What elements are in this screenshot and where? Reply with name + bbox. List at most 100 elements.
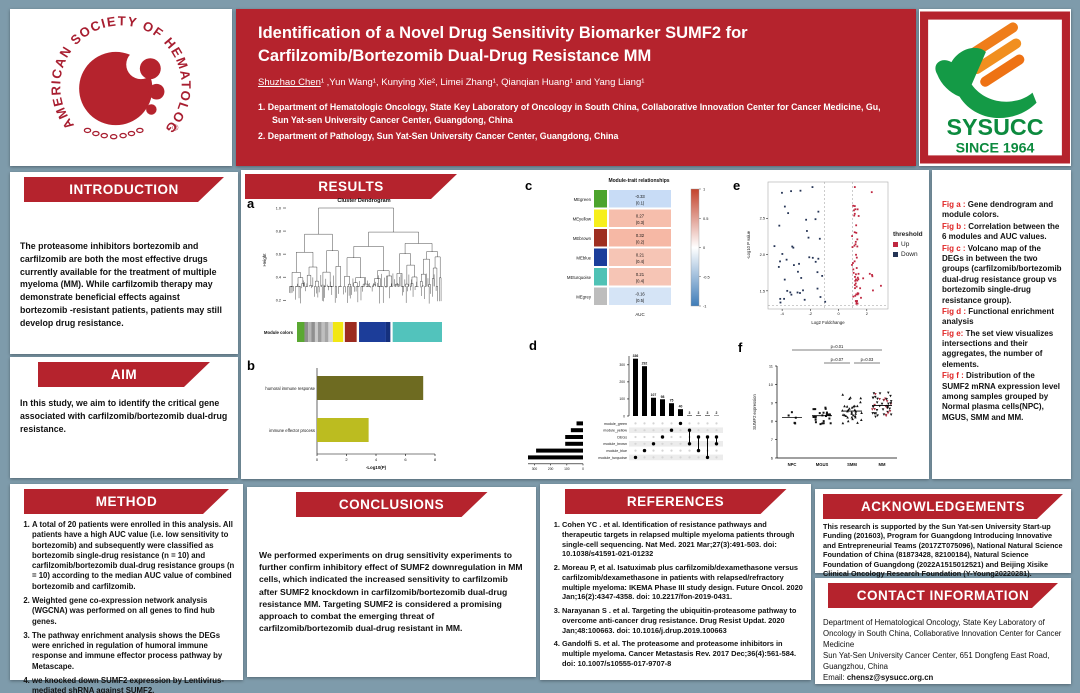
- matrix-dot-empty: [670, 435, 673, 439]
- sample-point: [873, 403, 876, 407]
- threshold-legend-title: threshold: [893, 231, 923, 238]
- contact-panel: CONTACT INFORMATION Department of Hemato…: [815, 578, 1071, 684]
- volcano-point: [796, 291, 799, 294]
- intersection-value: 98: [661, 395, 665, 399]
- sample-point: [874, 412, 878, 415]
- figure-legend-text: Functional enrichment analysis: [942, 306, 1055, 327]
- matrix-dot-empty: [634, 442, 637, 445]
- volcano-point: [852, 204, 855, 207]
- ash-chain: [83, 127, 144, 140]
- volcano-point: [824, 300, 827, 303]
- volcano-point: [799, 292, 801, 294]
- colorbar-tick: -0.5: [703, 274, 710, 279]
- matrix-dot: [714, 435, 719, 439]
- matrix-dot-empty: [688, 456, 691, 459]
- email-value: chensz@sysucc.org.cn: [846, 672, 934, 682]
- volcano-point: [800, 277, 803, 279]
- cell-pvalue: (0.1): [636, 200, 645, 205]
- volcano-ylabel: -Log10 P value: [746, 230, 751, 259]
- figure-legend-label: Fig d :: [942, 306, 969, 316]
- ytick: 7: [771, 437, 774, 442]
- sample-point: [872, 392, 876, 395]
- volcano-point: [777, 266, 780, 268]
- module-color-segment: [344, 322, 357, 342]
- volcano-point: [857, 278, 860, 281]
- volcano-point: [802, 289, 804, 292]
- sysucc-logo-panel: SYSUCC SINCE 1964: [919, 9, 1071, 166]
- ytick: 0.4: [276, 276, 281, 280]
- set-size-bar: [570, 428, 583, 433]
- method-title: METHOD: [24, 489, 229, 514]
- set-label: module_turquoise: [598, 456, 627, 460]
- volcano-xlabel: Log2 Foldchange: [811, 320, 845, 325]
- figure-a-dendrogram: Cluster Dendrogram Height 0.2 0.4 0.6 0.8 1.0 M…: [262, 198, 442, 342]
- intersection-bar: [678, 409, 683, 416]
- plot-frame: [767, 181, 889, 310]
- cell-value: 0.21: [636, 272, 645, 277]
- sample-point: [824, 406, 827, 409]
- sample-point: [848, 407, 851, 410]
- colorbar-tick: -1: [703, 304, 706, 309]
- title-band: Identification of a Novel Drug Sensitivi…: [236, 9, 916, 166]
- matrix-dot: [669, 428, 674, 432]
- volcano-point: [807, 236, 810, 239]
- figure-legend-item: Fig a : Gene dendrogram and module color…: [942, 200, 1063, 221]
- matrix-dot-empty: [643, 429, 646, 432]
- figure-legend-item: Fig e: The set view visualizes intersect…: [942, 329, 1063, 371]
- introduction-title: INTRODUCTION: [24, 177, 224, 202]
- figure-legends-list: Fig a : Gene dendrogram and module color…: [932, 170, 1071, 423]
- module-color-segment: [392, 322, 442, 342]
- row-label: MEturquoise: [567, 275, 592, 280]
- sample-point: [875, 409, 879, 412]
- module-swatch: [594, 209, 607, 227]
- sample-point: [859, 396, 863, 400]
- volcano-point: [789, 291, 792, 294]
- matrix-dot: [687, 428, 692, 432]
- volcano-point: [853, 209, 855, 212]
- ytick: 9: [771, 400, 774, 405]
- module-color-segment: [321, 322, 325, 342]
- introduction-body: The proteasome inhibitors bortezomib and…: [20, 241, 222, 328]
- volcano-point: [856, 238, 859, 241]
- figure-legend-label: Fig c :: [942, 243, 968, 253]
- matrix-dot-empty: [661, 442, 664, 445]
- heatmap-cell: [609, 248, 671, 266]
- heatmap-cell: [609, 190, 671, 208]
- ytick: 6: [771, 456, 774, 461]
- volcano-point: [851, 264, 853, 266]
- volcano-point: [856, 292, 859, 295]
- volcano-point: [799, 189, 802, 192]
- module-color-segment: [324, 322, 329, 342]
- ytick: 0.6: [276, 253, 281, 257]
- matrix-dot: [705, 435, 710, 439]
- sample-point: [822, 411, 825, 414]
- volcano-point: [880, 284, 882, 287]
- sample-point: [818, 412, 821, 415]
- module-color-segment: [314, 322, 318, 342]
- matrix-dot-empty: [643, 442, 646, 445]
- volcano-threshold-legend: threshold Up Down: [893, 230, 929, 259]
- group-label: NPC: [788, 462, 797, 467]
- references-panel: REFERENCES Cohen YC . et al. Identificat…: [540, 484, 811, 680]
- upset-ytick: 300: [619, 363, 625, 367]
- sample-point: [874, 415, 877, 419]
- matrix-dot-empty: [679, 435, 682, 439]
- module-swatch: [594, 229, 607, 247]
- sample-point: [885, 398, 888, 401]
- volcano-point: [798, 262, 800, 265]
- set-label: module_green: [604, 422, 627, 426]
- figure-legend-label: Fig e:: [942, 328, 966, 338]
- volcano-point: [857, 215, 860, 217]
- volcano-point: [790, 190, 792, 193]
- sample-point: [887, 391, 890, 395]
- sample-point: [787, 414, 790, 417]
- pvalue-annotation: p=0.07: [831, 357, 844, 362]
- conclusions-body: We performed experiments on drug sensiti…: [259, 550, 523, 634]
- module-color-segment: [308, 322, 312, 342]
- volcano-point: [854, 240, 857, 243]
- module-colors-label: Module colors: [264, 330, 294, 335]
- bar-xlabel: -Log10(P): [366, 465, 387, 470]
- matrix-dot-empty: [652, 429, 655, 432]
- volcano-point: [783, 297, 785, 300]
